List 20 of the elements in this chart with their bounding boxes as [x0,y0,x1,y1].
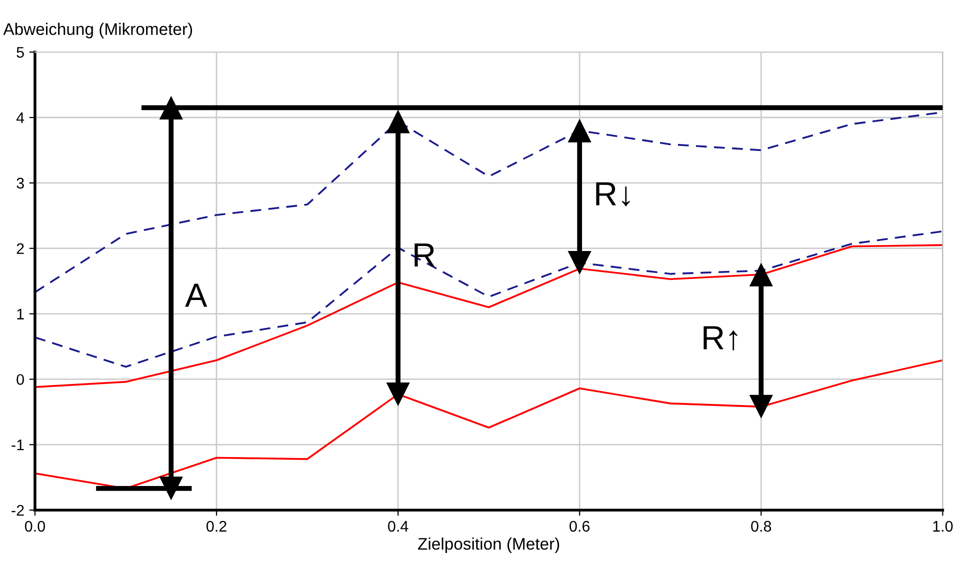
y-tick-label: -1 [12,440,24,450]
x-tick-label: 0.6 [570,520,590,532]
x-tick-label: 0.8 [751,520,772,532]
x-tick-label: 1.0 [933,520,953,532]
x-tick-label: 0.2 [206,520,226,532]
annotation: R [414,244,434,266]
y-tick-label: 3 [16,178,24,189]
y-tick-label: 0 [16,374,24,385]
y-tick-label: 2 [16,243,24,254]
y-axis-title: Abweichung (Mikrometer) [3,22,192,38]
y-tick-label: -2 [12,504,24,516]
y-tick-label: 5 [16,47,24,58]
x-axis-title: Zielposition (Meter) [418,538,560,554]
y-tick-label: 4 [16,112,24,124]
x-tick-label: 0.0 [24,520,45,532]
annotation: R↑ [704,326,738,350]
annotation: R↓ [596,182,630,206]
x-tick-label: 0.4 [388,520,408,532]
annotation: A [185,284,208,307]
y-tick-label: 1 [17,308,24,320]
